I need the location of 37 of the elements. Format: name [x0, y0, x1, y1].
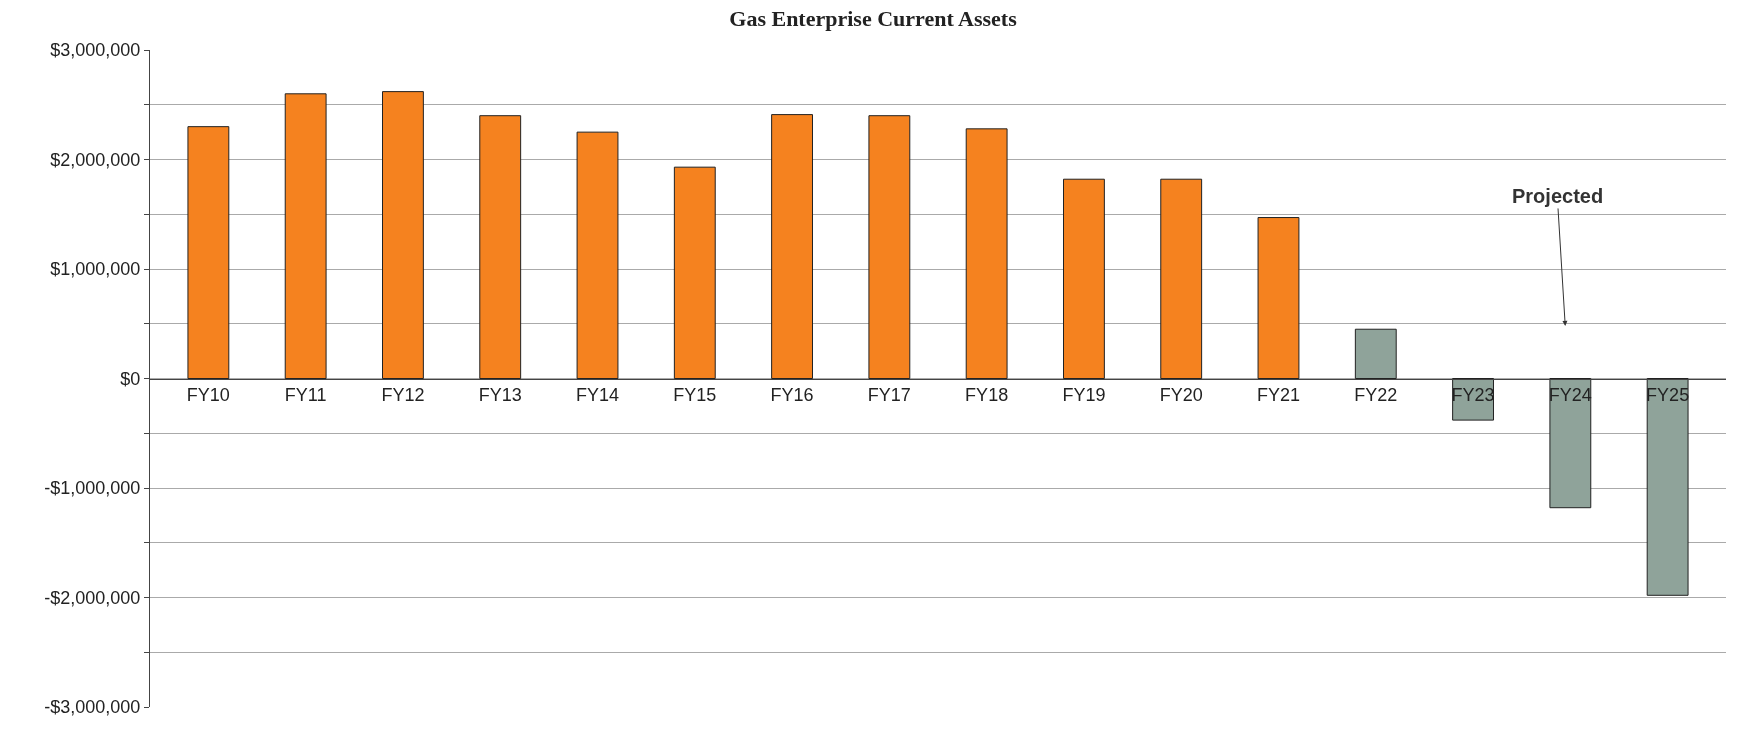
bar: [382, 91, 424, 379]
y-tick-label: -$3,000,000: [44, 697, 141, 718]
bar: [1549, 378, 1592, 509]
y-tick-label: $3,000,000: [50, 40, 141, 61]
y-tick-label: -$2,000,000: [44, 587, 141, 608]
y-tick-label: $2,000,000: [50, 149, 141, 170]
x-tick-label: FY18: [965, 385, 1009, 406]
bar: [673, 166, 716, 379]
x-tick-label: FY10: [186, 385, 230, 406]
bar: [1354, 328, 1397, 379]
bar: [771, 114, 813, 379]
x-tick-label: FY20: [1159, 385, 1203, 406]
bar: [479, 115, 522, 379]
chart-title: Gas Enterprise Current Assets: [729, 6, 1018, 32]
bar: [1160, 178, 1203, 379]
x-tick-label: FY22: [1354, 385, 1398, 406]
bar: [1646, 378, 1689, 596]
bar: [1257, 217, 1300, 379]
y-tick-label: -$1,000,000: [44, 478, 141, 499]
x-tick-label: FY17: [867, 385, 911, 406]
bar: [868, 115, 911, 379]
y-tick-label: $1,000,000: [50, 259, 141, 280]
x-tick-label: FY11: [284, 385, 327, 406]
x-tick-label: FY13: [478, 385, 522, 406]
x-tick-label: FY14: [575, 385, 620, 406]
bar: [965, 128, 1008, 379]
x-tick-label: FY12: [381, 385, 425, 406]
bar: [1063, 178, 1105, 379]
bar: [284, 93, 327, 379]
bar: [187, 126, 230, 379]
x-tick-label: FY19: [1062, 385, 1106, 406]
x-tick-label: FY15: [673, 385, 717, 406]
x-tick-label: FY21: [1256, 385, 1301, 406]
y-tick-label: $0: [120, 368, 141, 389]
annotation: Projected: [1512, 185, 1604, 207]
x-tick-label: FY16: [770, 385, 814, 406]
bar: [576, 131, 619, 379]
